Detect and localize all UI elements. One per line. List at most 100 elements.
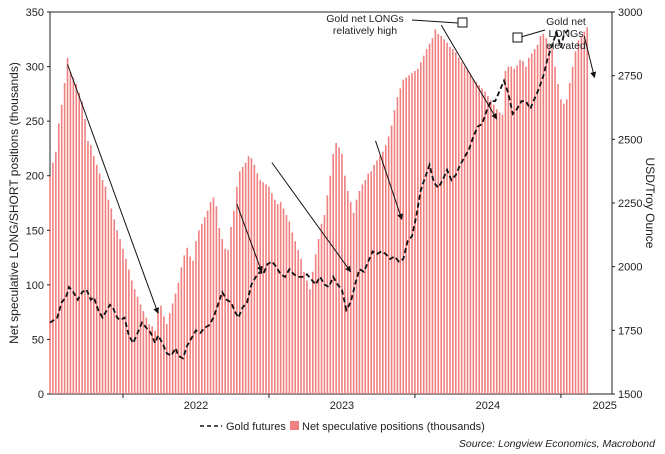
net-position-bar [393, 110, 396, 394]
net-position-bar [484, 91, 486, 395]
net-position-bar [309, 289, 311, 394]
net-position-bar [203, 217, 206, 394]
net-position-bar [221, 239, 224, 394]
net-position-bar [113, 219, 116, 394]
net-position-bar [501, 114, 504, 394]
net-position-bar [145, 317, 148, 394]
net-position-bar [279, 201, 282, 394]
net-position-bar [160, 305, 162, 394]
net-position-bar [186, 247, 189, 394]
net-position-bar [274, 199, 276, 394]
net-position-bar [571, 66, 574, 394]
net-position-bar [422, 55, 425, 394]
net-position-bar [478, 85, 480, 394]
net-position-bar [285, 215, 288, 394]
net-position-bar [583, 31, 586, 395]
net-position-bar [490, 100, 492, 394]
net-position-bar [545, 38, 548, 394]
net-position-bar [52, 162, 54, 394]
net-position-bar [75, 84, 78, 394]
net-position-bar [574, 51, 577, 394]
net-position-bar [560, 99, 562, 394]
net-position-bar [230, 227, 232, 394]
net-position-bar [469, 74, 472, 395]
net-position-bar [332, 153, 334, 394]
net-position-bar [387, 136, 390, 395]
net-position-bar [530, 53, 533, 394]
net-position-bar [349, 201, 352, 394]
net-position-bar [57, 123, 60, 394]
net-position-bar [379, 156, 381, 394]
net-position-bar [104, 186, 107, 394]
net-position-bar [452, 49, 454, 395]
net-position-bar [525, 66, 527, 394]
net-position-bar [69, 72, 72, 394]
source-note: Source: Longview Economics, Macrobond [458, 438, 655, 450]
net-position-bar [72, 77, 75, 395]
annotation-2-marker [512, 32, 523, 43]
net-position-bar [139, 304, 142, 394]
net-position-bar [303, 271, 305, 394]
net-position-bar [122, 248, 124, 394]
net-position-bar [326, 195, 329, 394]
net-position-bar [455, 52, 457, 394]
net-position-bar [84, 118, 86, 395]
net-position-bar [136, 296, 139, 394]
net-position-bar [504, 70, 507, 394]
net-position-bar [130, 280, 133, 394]
x-tick-label: 2025 [592, 400, 616, 412]
net-position-bar [551, 49, 553, 395]
net-position-bar [586, 27, 588, 395]
x-tick-label: 2024 [476, 400, 500, 412]
net-position-bar [382, 151, 384, 394]
net-position-bar [60, 104, 63, 395]
net-position-bar [236, 186, 238, 394]
net-position-bar [440, 36, 443, 394]
y-left-axis-title: Net speculative LONG/SHORT positions (th… [7, 62, 21, 344]
net-position-bar [262, 182, 264, 394]
net-position-bar [157, 311, 159, 394]
net-position-bar [192, 260, 194, 394]
net-position-bar [522, 61, 524, 395]
x-axis-ticks: 2022 2023 2024 2025 [122, 394, 617, 412]
net-position-bar [154, 330, 156, 394]
net-position-bar [402, 79, 405, 395]
trend-arrow [236, 203, 263, 273]
annotation-2-line-1: Gold net [546, 16, 586, 28]
net-position-bar [460, 62, 463, 395]
net-position-bar [346, 190, 349, 394]
left-axis-ticks: 0 50 100 150 200 250 300 350 [26, 7, 50, 401]
net-position-bar [498, 112, 501, 394]
left-tick-label: 200 [26, 171, 44, 183]
net-position-bar [142, 311, 145, 394]
left-tick-label: 100 [26, 280, 44, 292]
net-position-bar [405, 77, 407, 395]
net-position-bar [463, 66, 466, 394]
net-position-bar [95, 164, 98, 394]
net-position-bar [288, 221, 291, 394]
net-position-bar [212, 197, 215, 394]
net-position-bar [487, 96, 489, 394]
net-position-bar [431, 38, 434, 394]
net-position-bar [507, 66, 510, 394]
y-right-axis-title: USD/Troy Ounce [643, 158, 657, 249]
net-position-bar [376, 160, 378, 394]
net-position-bar [218, 228, 221, 394]
net-position-bar [165, 324, 168, 394]
net-position-bar [563, 103, 565, 395]
trend-arrow [67, 64, 159, 314]
net-position-bar [323, 215, 326, 394]
right-tick-label: 2500 [618, 134, 642, 146]
net-position-bar [300, 258, 302, 394]
net-position-bar [411, 73, 413, 395]
net-position-bar [314, 254, 317, 394]
net-position-bar [271, 193, 273, 394]
net-position-bar [466, 69, 469, 394]
net-position-bar [510, 66, 513, 394]
net-position-bar [329, 175, 332, 394]
gold-futures-line [49, 29, 569, 360]
net-position-bar [238, 171, 241, 394]
net-position-bar [227, 249, 229, 394]
net-position-bar [107, 199, 110, 394]
net-position-bar [92, 156, 95, 394]
